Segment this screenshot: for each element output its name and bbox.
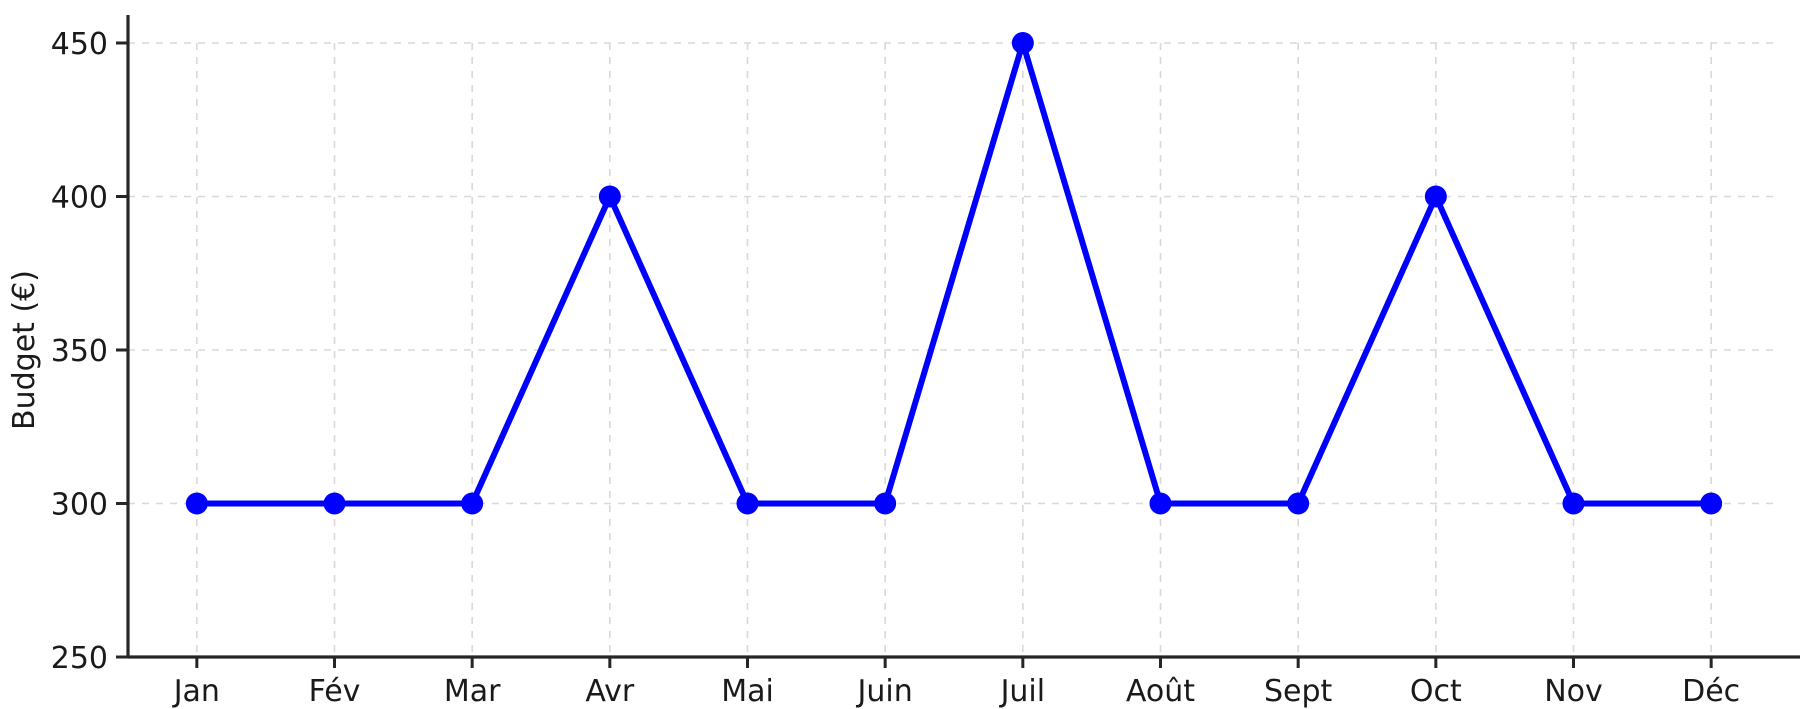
y-tick-label: 250 bbox=[51, 641, 108, 676]
data-point-marker bbox=[323, 492, 346, 515]
data-point-marker bbox=[736, 492, 759, 515]
x-tick-label: Sept bbox=[1264, 674, 1333, 709]
y-axis-tick-labels: 250 300 350 400 450 bbox=[51, 27, 108, 676]
x-tick-label: Août bbox=[1126, 674, 1195, 709]
data-point-marker bbox=[598, 185, 621, 208]
data-point-marker bbox=[1149, 492, 1172, 515]
data-point-marker bbox=[185, 492, 208, 515]
data-point-marker bbox=[1562, 492, 1585, 515]
data-point-marker bbox=[874, 492, 897, 515]
data-point-marker bbox=[1287, 492, 1310, 515]
y-tick-label: 450 bbox=[51, 27, 108, 62]
x-tick-label: Juin bbox=[856, 674, 913, 709]
x-tick-label: Jan bbox=[172, 674, 220, 709]
data-point-marker bbox=[1700, 492, 1723, 515]
x-tick-label: Avr bbox=[585, 674, 635, 709]
axis-spines bbox=[126, 15, 1800, 659]
y-axis-ticks bbox=[116, 41, 128, 659]
y-tick-label: 400 bbox=[51, 181, 108, 216]
x-tick-label: Déc bbox=[1682, 674, 1740, 709]
x-tick-label: Juil bbox=[999, 674, 1046, 709]
x-tick-label: Mai bbox=[721, 674, 774, 709]
budget-line-series bbox=[196, 32, 1712, 507]
y-axis-title: Budget (€) bbox=[7, 270, 42, 430]
x-axis-tick-labels: Jan Fév Mar Avr Mai Juin Juil Août Sept Oct Nov Déc bbox=[172, 674, 1740, 709]
x-tick-label: Nov bbox=[1544, 674, 1603, 709]
y-tick-label: 300 bbox=[51, 488, 108, 523]
budget-data-markers bbox=[185, 32, 1723, 515]
x-tick-label: Fév bbox=[309, 674, 361, 709]
data-point-marker bbox=[1424, 185, 1447, 208]
data-point-marker bbox=[461, 492, 484, 515]
x-tick-label: Oct bbox=[1410, 674, 1462, 709]
data-point-marker bbox=[1011, 32, 1034, 54]
vertical-gridlines bbox=[196, 43, 1712, 657]
y-tick-label: 350 bbox=[51, 334, 108, 369]
x-tick-label: Mar bbox=[444, 674, 501, 709]
plot-area bbox=[185, 32, 1723, 515]
x-axis-ticks bbox=[195, 657, 1713, 668]
